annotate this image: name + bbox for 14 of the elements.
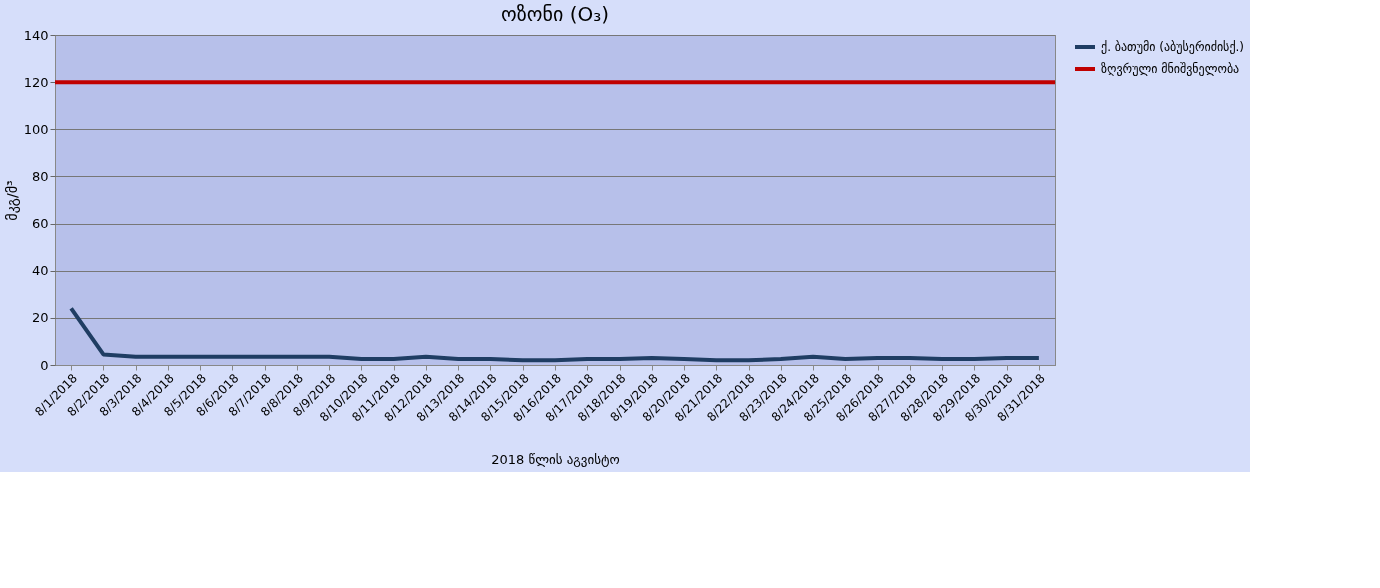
y-tick-label: 100 <box>23 121 49 137</box>
y-tick-label: 40 <box>31 263 49 279</box>
y-tick-label: 120 <box>23 74 49 90</box>
y-tick-label: 20 <box>31 310 49 326</box>
chart-title: ოზონი (O₃) <box>501 2 609 26</box>
y-tick-label: 0 <box>40 357 49 373</box>
y-tick-label: 60 <box>31 216 49 232</box>
y-tick-label: 140 <box>23 27 49 43</box>
y-axis-title: მკგ/მ³ <box>3 180 20 221</box>
x-axis-title: 2018 წლის აგვისტო <box>491 451 620 467</box>
legend-label: ქ. ბათუმი (აბუსერიძისქ.) <box>1101 40 1245 54</box>
line-series <box>69 306 1041 363</box>
y-tick-label: 80 <box>31 168 49 184</box>
legend-label: ზღვრული მნიშვნელობა <box>1101 62 1240 76</box>
